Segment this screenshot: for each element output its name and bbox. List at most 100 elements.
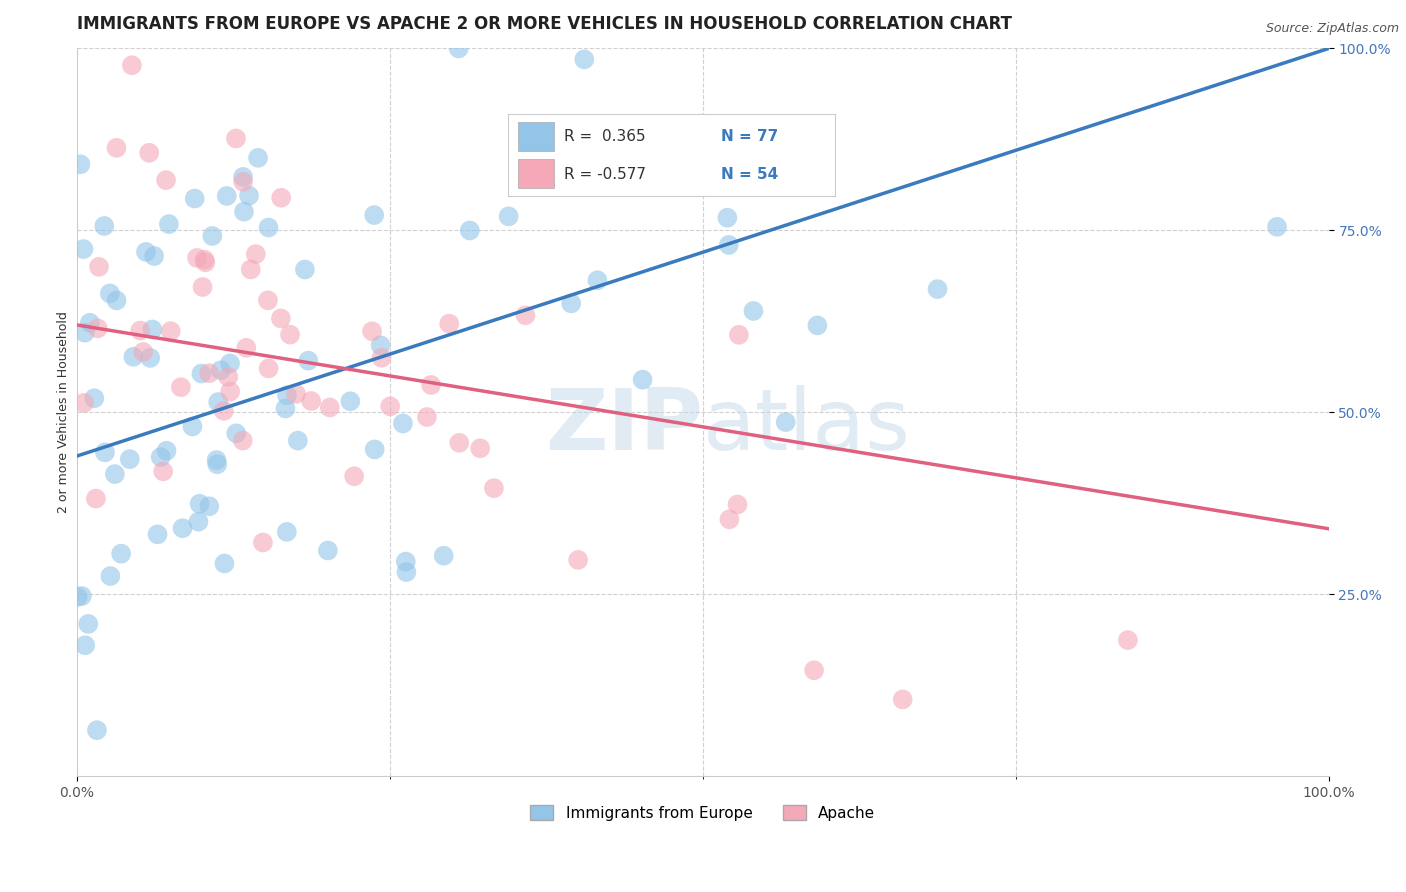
Point	[631, 373, 654, 387]
Point	[155, 173, 177, 187]
Point	[727, 498, 749, 512]
Point	[100, 569, 122, 583]
Point	[270, 311, 292, 326]
Point	[188, 497, 211, 511]
Point	[75, 638, 97, 652]
Point	[728, 327, 751, 342]
Point	[73, 326, 96, 340]
Point	[141, 322, 163, 336]
Point	[239, 262, 262, 277]
Point	[437, 317, 460, 331]
Point	[225, 131, 247, 145]
Point	[276, 524, 298, 539]
Point	[270, 191, 292, 205]
Point	[129, 324, 152, 338]
Point	[159, 324, 181, 338]
Point	[105, 293, 128, 308]
Point	[205, 453, 228, 467]
Point	[395, 565, 418, 579]
Point	[98, 286, 121, 301]
Point	[139, 351, 162, 365]
Point	[152, 464, 174, 478]
Legend: Immigrants from Europe, Apache: Immigrants from Europe, Apache	[524, 798, 882, 827]
Point	[316, 543, 339, 558]
Point	[257, 220, 280, 235]
Point	[716, 211, 738, 225]
Point	[285, 387, 308, 401]
Text: ZIP: ZIP	[546, 385, 703, 468]
Point	[157, 217, 180, 231]
Point	[186, 251, 208, 265]
Point	[806, 318, 828, 333]
Point	[219, 356, 242, 370]
Point	[339, 394, 361, 409]
Point	[212, 404, 235, 418]
FancyBboxPatch shape	[517, 122, 554, 151]
Point	[193, 252, 215, 267]
Point	[420, 378, 443, 392]
Text: N = 54: N = 54	[720, 167, 778, 182]
Point	[395, 555, 418, 569]
Point	[447, 41, 470, 55]
Point	[742, 304, 765, 318]
Point	[86, 723, 108, 738]
Point	[319, 401, 342, 415]
Point	[198, 500, 221, 514]
Point	[155, 443, 177, 458]
Point	[717, 238, 740, 252]
Point	[110, 547, 132, 561]
Point	[86, 321, 108, 335]
Point	[69, 157, 91, 171]
Point	[232, 169, 254, 184]
Point	[482, 481, 505, 495]
Point	[73, 396, 96, 410]
Point	[138, 145, 160, 160]
Point	[232, 175, 254, 189]
Point	[72, 242, 94, 256]
Point	[299, 394, 322, 409]
Point	[135, 244, 157, 259]
Point	[207, 457, 229, 471]
Point	[198, 366, 221, 380]
Point	[560, 296, 582, 310]
Text: atlas: atlas	[703, 385, 911, 468]
Text: Source: ZipAtlas.com: Source: ZipAtlas.com	[1265, 22, 1399, 36]
Point	[245, 247, 267, 261]
Point	[118, 452, 141, 467]
Point	[1265, 219, 1288, 234]
Point	[370, 338, 392, 352]
Point	[146, 527, 169, 541]
Point	[87, 260, 110, 274]
Point	[1116, 633, 1139, 648]
Point	[93, 219, 115, 233]
Point	[70, 589, 93, 603]
Point	[225, 426, 247, 441]
Point	[191, 280, 214, 294]
Point	[257, 293, 280, 308]
Point	[194, 255, 217, 269]
Point	[247, 151, 270, 165]
Point	[363, 208, 385, 222]
Point	[219, 384, 242, 399]
Text: N = 77: N = 77	[720, 128, 778, 144]
Point	[343, 469, 366, 483]
Point	[104, 467, 127, 482]
Text: IMMIGRANTS FROM EUROPE VS APACHE 2 OR MORE VEHICLES IN HOUSEHOLD CORRELATION CHA: IMMIGRANTS FROM EUROPE VS APACHE 2 OR MO…	[77, 15, 1012, 33]
Point	[274, 401, 297, 416]
Point	[498, 210, 520, 224]
Point	[84, 491, 107, 506]
Point	[458, 223, 481, 237]
Point	[287, 434, 309, 448]
Point	[927, 282, 949, 296]
Point	[276, 388, 298, 402]
Point	[257, 361, 280, 376]
Point	[574, 53, 596, 67]
Text: R =  0.365: R = 0.365	[564, 128, 645, 144]
Point	[891, 692, 914, 706]
Point	[297, 353, 319, 368]
Point	[775, 415, 797, 429]
Point	[217, 370, 239, 384]
Point	[214, 557, 236, 571]
Point	[449, 435, 471, 450]
Point	[79, 316, 101, 330]
